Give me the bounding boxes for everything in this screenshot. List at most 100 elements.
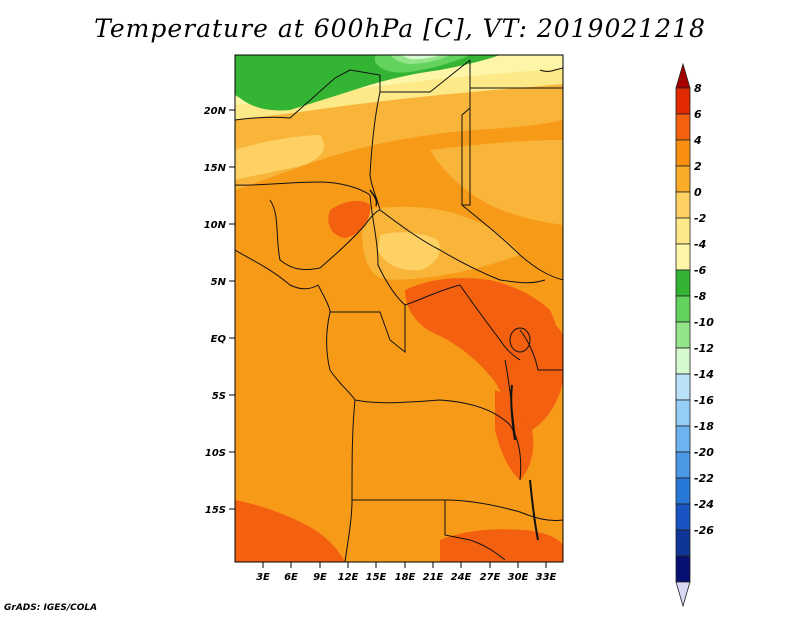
border-algeria-niger-libya: [235, 59, 471, 121]
lat-label: 20N: [204, 106, 227, 117]
border-uganda-kenya: [519, 329, 563, 371]
field-zone-green-lighter: [390, 55, 450, 64]
lat-label: 10N: [204, 220, 227, 231]
colorbar-swatch: [675, 165, 691, 193]
colorbar-label: -18: [694, 420, 714, 433]
lat-axis: 20N 15N 10N 5N EQ 5S 10S 15S: [204, 106, 235, 516]
border-zambia-north: [444, 499, 563, 521]
field-zone-minus2to0: [378, 232, 440, 271]
colorbar-swatch: [675, 217, 691, 245]
lon-label: 18E: [395, 572, 416, 583]
colorbar-label: -14: [694, 368, 714, 381]
colorbar-label: -8: [694, 290, 707, 303]
colorbar-swatch: [675, 399, 691, 427]
colorbar-bottom-arrow: [675, 581, 691, 608]
border-drc-east: [459, 284, 521, 361]
field-zone-4to6-east: [405, 278, 563, 430]
field-zone-4to6-south: [440, 529, 563, 562]
border-sudan-southsudan: [461, 204, 563, 281]
colorbar-swatch: [675, 529, 691, 557]
border-gabon-congo: [330, 305, 406, 354]
colorbar-swatch: [675, 555, 691, 583]
field-zone-4to6-southwest: [235, 500, 345, 562]
border-drc-south: [354, 399, 522, 481]
field-zone-4to6-lakes: [535, 319, 563, 370]
border-gabon-coast: [326, 311, 356, 401]
grads-credit: GrADS: IGES/COLA: [4, 603, 98, 613]
lon-label: 33E: [536, 572, 557, 583]
lake-chad: [369, 189, 378, 207]
lat-label: 15S: [205, 505, 226, 516]
temperature-field: [235, 55, 563, 562]
border-niger-chad: [369, 91, 381, 211]
colorbar-swatch: [675, 295, 691, 323]
border-angola-west: [344, 399, 356, 562]
colorbar-swatch: [675, 243, 691, 271]
border-car-south: [379, 209, 546, 284]
colorbar-label: -22: [694, 472, 714, 485]
colorbar: 8 6 4 2 0 -2 -4 -6 -8 -10 -12 -14 -16 -18 -20 -22 -24 -26: [675, 62, 714, 608]
colorbar-swatch: [675, 87, 691, 115]
lon-label: 6E: [284, 572, 298, 583]
colorbar-label: -6: [694, 264, 707, 277]
colorbar-swatch: [675, 139, 691, 167]
colorbar-label: 8: [694, 82, 702, 95]
colorbar-label: 4: [693, 134, 702, 147]
lake-malawi: [529, 479, 539, 541]
lat-label: 15N: [204, 163, 227, 174]
border-nigeria-cameroon: [319, 209, 381, 269]
lon-label: 24E: [451, 572, 472, 583]
map-title: Temperature at 600hPa [C], VT: 201902121…: [94, 14, 706, 43]
colorbar-swatch: [675, 425, 691, 453]
lon-label: 15E: [366, 572, 387, 583]
lon-label: 27E: [480, 572, 501, 583]
border-mali-niger: [235, 181, 371, 196]
field-zone-0to2-east: [430, 140, 563, 225]
colorbar-top-arrow: [675, 62, 691, 89]
lon-label: 12E: [338, 572, 359, 583]
coastline-gulf-guinea: [317, 284, 331, 313]
lon-label: 30E: [508, 572, 529, 583]
lon-label: 3E: [256, 572, 270, 583]
colorbar-swatch: [675, 477, 691, 505]
colorbar-label: -16: [694, 394, 714, 407]
colorbar-swatch: [675, 321, 691, 349]
colorbar-label: -20: [694, 446, 714, 459]
map-frame: [234, 54, 564, 563]
field-zone-4to6-cameroon: [328, 200, 371, 238]
lat-label: EQ: [211, 334, 227, 345]
colorbar-swatch: [675, 113, 691, 141]
lon-axis: 3E 6E 9E 12E 15E 18E 21E 24E 27E 30E 33E: [256, 562, 557, 583]
lon-label: 9E: [313, 572, 327, 583]
colorbar-label: -4: [694, 238, 706, 251]
lat-label: 10S: [205, 448, 226, 459]
colorbar-label: 0: [694, 186, 702, 199]
lat-label: 5N: [211, 277, 227, 288]
colorbar-swatch: [675, 373, 691, 401]
colorbar-label: -26: [694, 524, 714, 537]
country-borders: [235, 59, 563, 562]
colorbar-swatch: [675, 269, 691, 297]
colorbar-label: 6: [694, 108, 702, 121]
colorbar-label: -10: [694, 316, 714, 329]
lon-label: 21E: [423, 572, 444, 583]
colorbar-label: -12: [694, 342, 714, 355]
border-cameroon-car: [369, 194, 461, 306]
field-zone-minus2to0-b: [235, 135, 324, 180]
colorbar-label: 2: [694, 160, 702, 173]
border-angola-zambia: [352, 499, 506, 561]
field-zone-green-lightest: [400, 55, 440, 60]
coastline-west-africa: [235, 249, 319, 290]
lake-tanganyika: [510, 384, 516, 441]
coastline-northeast: [539, 67, 563, 72]
colorbar-swatch: [675, 347, 691, 375]
colorbar-swatch: [675, 191, 691, 219]
colorbar-label: -24: [694, 498, 714, 511]
field-zone-cold-green: [235, 55, 500, 111]
border-nigeria-west: [269, 199, 321, 271]
colorbar-label: -2: [694, 212, 707, 225]
lat-label: 5S: [212, 391, 226, 402]
colorbar-swatch: [675, 503, 691, 531]
lake-victoria: [509, 327, 531, 353]
